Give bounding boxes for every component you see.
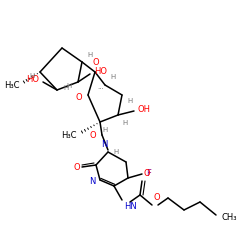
Text: H: H bbox=[102, 127, 107, 133]
Text: H: H bbox=[63, 85, 68, 91]
Text: OH: OH bbox=[138, 106, 151, 114]
Text: HN: HN bbox=[124, 202, 137, 211]
Text: H: H bbox=[122, 120, 127, 126]
Text: H₃C: H₃C bbox=[62, 132, 77, 140]
Text: O: O bbox=[76, 92, 82, 102]
Text: H: H bbox=[87, 52, 92, 58]
Text: O: O bbox=[144, 169, 150, 178]
Text: ···: ··· bbox=[98, 86, 104, 92]
Text: H₃C: H₃C bbox=[4, 82, 20, 90]
Text: O: O bbox=[74, 164, 80, 172]
Text: H: H bbox=[110, 74, 115, 80]
Text: CH₃: CH₃ bbox=[222, 212, 238, 222]
Text: H: H bbox=[127, 98, 132, 104]
Text: H: H bbox=[113, 149, 118, 155]
Text: N: N bbox=[88, 178, 95, 186]
Text: N: N bbox=[100, 140, 107, 149]
Text: F: F bbox=[146, 168, 151, 177]
Text: O: O bbox=[90, 132, 96, 140]
Text: O: O bbox=[153, 193, 160, 202]
Text: HO: HO bbox=[94, 68, 107, 76]
Text: H: H bbox=[30, 73, 35, 79]
Text: H: H bbox=[67, 83, 72, 89]
Text: HO: HO bbox=[26, 74, 39, 84]
Text: O: O bbox=[93, 58, 99, 67]
